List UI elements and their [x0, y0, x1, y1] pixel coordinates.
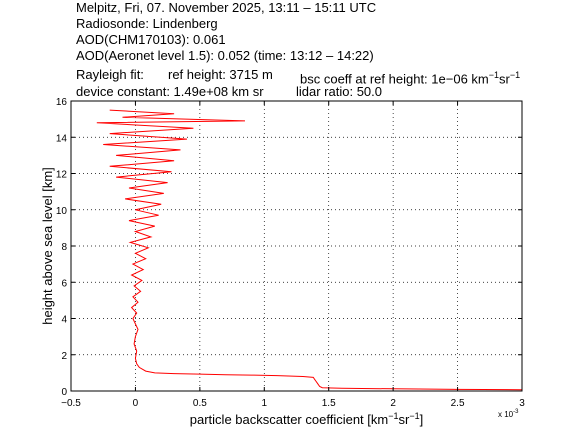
y-tick-label: 8	[61, 242, 67, 253]
radiosonde-label: Radiosonde: Lindenberg	[76, 16, 218, 31]
x-label-close-bracket: ]	[420, 412, 424, 427]
rayleigh-fit-label: Rayleigh fit:	[76, 67, 144, 82]
lidar-ratio-label: lidar ratio: 50.0	[296, 84, 382, 99]
y-tick-label: 14	[56, 133, 68, 144]
y-tick-label: 4	[61, 315, 67, 326]
backscatter-profile-line	[96, 109, 523, 391]
y-tick-label: 2	[61, 351, 67, 362]
y-axis-label: height above sea level [km]	[40, 167, 55, 325]
chart-title-line-1: Melpitz, Fri, 07. November 2025, 13:11 –…	[76, 0, 377, 15]
bsc-coeff-label: bsc coeff at ref height: 1e−06 km−1sr−1	[300, 67, 520, 87]
aod-chm-label: AOD(CHM170103): 0.061	[76, 32, 226, 47]
x-label-sr-exponent: −1	[409, 411, 419, 421]
x-axis-multiplier: x 10-3	[498, 409, 519, 419]
x-tick-label: 2	[390, 398, 396, 409]
aod-aeronet-label: AOD(Aeronet level 1.5): 0.052 (time: 13:…	[76, 48, 374, 63]
plot-area-frame	[70, 100, 523, 392]
ref-height-label: ref height: 3715 m	[168, 67, 273, 82]
x-label-km-exponent: −1	[388, 411, 398, 421]
y-tick-label: 16	[56, 97, 68, 108]
x-label-sr-unit: sr	[398, 412, 410, 427]
x-tick-label: 3	[519, 398, 525, 409]
x-tick-label: 0.5	[193, 398, 207, 409]
x-label-prefix: particle backscatter coefficient [km	[190, 412, 388, 427]
x-tick-label: −0.5	[61, 398, 81, 409]
y-tick-label: 0	[61, 387, 67, 398]
y-tick-label: 6	[61, 278, 67, 289]
x-axis-label: particle backscatter coefficient [km−1sr…	[190, 411, 423, 427]
x-tick-label: 0	[133, 398, 139, 409]
y-tick-label: 12	[56, 170, 68, 181]
x-tick-label: 2.5	[451, 398, 465, 409]
x-multiplier-base: x 10	[498, 410, 514, 419]
axis-ticks	[70, 100, 523, 392]
bsc-coeff-text: bsc coeff at ref height: 1e−06 km	[300, 71, 489, 87]
bsc-sr-unit: sr	[499, 71, 510, 87]
grid-lines	[71, 101, 522, 391]
x-multiplier-exponent: -3	[513, 409, 519, 415]
x-tick-label: 1.5	[322, 398, 336, 409]
y-tick-label: 10	[56, 206, 68, 217]
bsc-km-exponent: −1	[488, 70, 500, 80]
x-tick-label: 1	[262, 398, 268, 409]
bsc-sr-exponent: −1	[509, 70, 521, 80]
device-constant-label: device constant: 1.49e+08 km sr	[76, 84, 264, 99]
